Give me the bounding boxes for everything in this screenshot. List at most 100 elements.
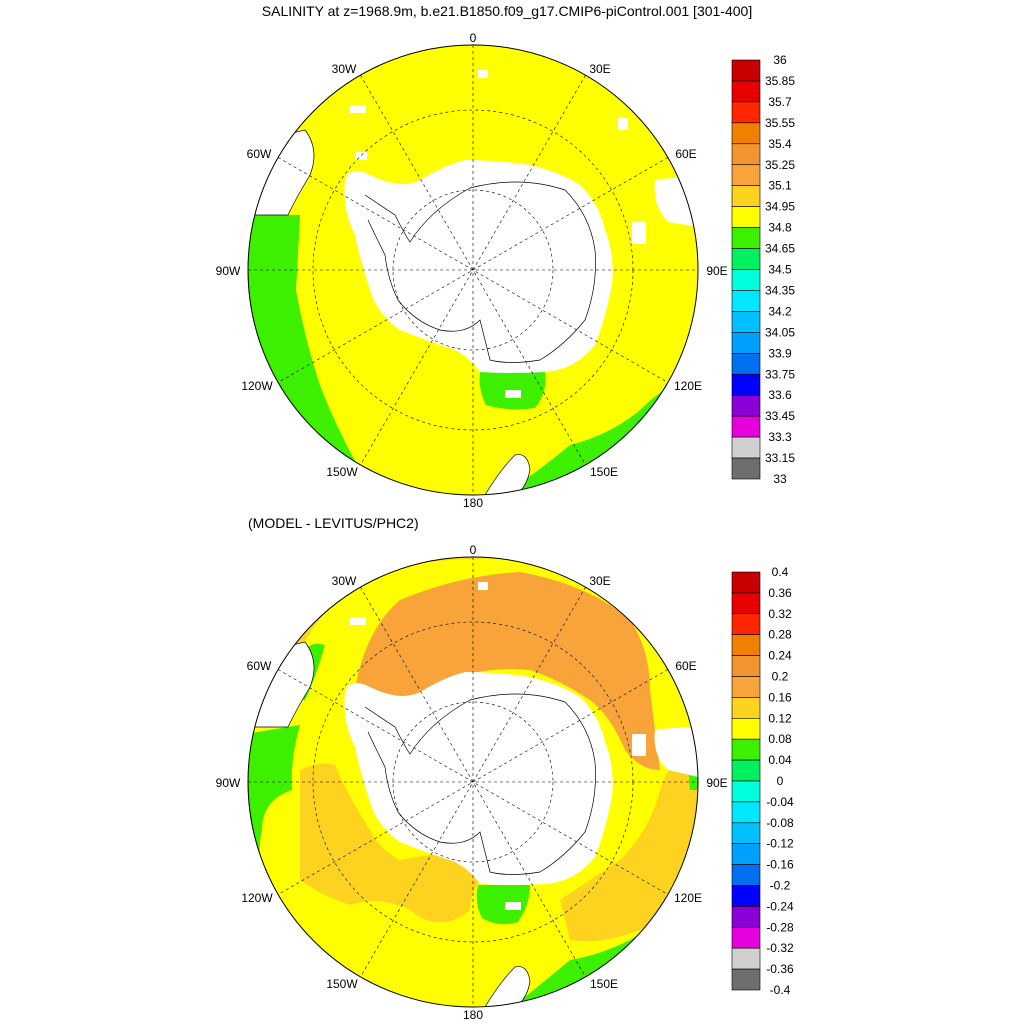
colorbar-label: -0.04 [766, 795, 794, 809]
colorbar-label: 35.55 [765, 116, 795, 130]
colorbar-swatch [731, 885, 761, 907]
lon-label: 150E [590, 465, 618, 479]
antarctica-coast [364, 693, 596, 875]
lon-label: 120E [674, 891, 702, 905]
colorbar-swatch [731, 697, 761, 719]
colorbar-label: 35.4 [768, 137, 792, 151]
colorbar-swatch [731, 373, 761, 396]
lon-label: 60W [247, 147, 272, 161]
lon-label: 30W [332, 62, 357, 76]
colorbar-label: 0.08 [768, 732, 792, 746]
colorbar-swatch [731, 352, 761, 375]
island [478, 582, 488, 590]
graticule [248, 557, 698, 1007]
colorbar-swatch [731, 164, 761, 187]
lon-label: 60E [675, 147, 696, 161]
lon-label: 120W [241, 891, 273, 905]
colorbar-difference: 0.4 0.36 0.32 0.28 0.24 0.2 0.16 0.12 0.08 0.04 0 -… [731, 565, 794, 997]
colorbar-label: 33.3 [768, 430, 792, 444]
colorbar-label: 35.1 [768, 179, 792, 193]
island [350, 617, 366, 625]
colorbar-swatch [731, 738, 761, 761]
map-field [248, 557, 698, 1007]
colorbar-label: 33.15 [765, 451, 795, 465]
colorbar-label: 0.4 [772, 565, 789, 579]
colorbar-swatch [731, 332, 761, 354]
colorbar-label: 33.45 [765, 409, 795, 423]
colorbar-swatch [731, 143, 761, 166]
lon-label: 150W [326, 465, 358, 479]
lon-labels: 0 30E 60E 90E 120E 150E 180 150W 120W 90… [216, 543, 728, 1022]
colorbar-label: -0.32 [766, 941, 794, 955]
lon-labels: 0 30E 60E 90E 120E 150E 180 150W 120W 90… [216, 31, 728, 510]
panel-difference: (MODEL - LEVITUS/PHC2) [216, 515, 794, 1022]
island [478, 70, 488, 78]
colorbar-swatch [731, 415, 761, 438]
colorbar-swatch [731, 926, 761, 949]
field-orange-band [355, 572, 660, 770]
chart-title: SALINITY at z=1968.9m, b.e21.B1850.f09_g… [262, 3, 752, 19]
colorbar-label: 33 [773, 472, 787, 486]
colorbar-swatch [731, 676, 761, 698]
colorbar-label: 0.24 [768, 649, 792, 663]
colorbar-label: -0.24 [766, 899, 794, 913]
colorbar-swatch [731, 436, 761, 459]
map-border [247, 556, 699, 1008]
colorbar-label: 33.6 [768, 388, 792, 402]
colorbar-swatch [731, 248, 761, 270]
colorbar-swatch [731, 394, 761, 417]
colorbar-label: 34.65 [765, 242, 795, 256]
lon-label: 150E [590, 977, 618, 991]
colorbar-label: 0 [777, 774, 784, 788]
colorbar-label: 35.85 [765, 74, 795, 88]
colorbar-label: 0.2 [772, 670, 789, 684]
colorbar-swatch [731, 822, 761, 844]
colorbar-label: -0.36 [766, 962, 794, 976]
lon-label: 120W [241, 379, 273, 393]
graticule [248, 45, 698, 495]
colorbar-label: 0.32 [768, 607, 792, 621]
colorbar-swatch [731, 780, 761, 803]
colorbar-swatch [731, 227, 761, 249]
colorbar-swatch [731, 717, 761, 740]
colorbar-label: 34.95 [765, 200, 795, 214]
colorbar-swatch [731, 634, 761, 656]
lon-label: 0 [470, 543, 477, 557]
colorbar-label: 35.7 [768, 95, 792, 109]
island [505, 902, 521, 910]
colorbar-label: -0.28 [766, 920, 794, 934]
colorbar-label: -0.16 [766, 858, 794, 872]
colorbar-label: 33.9 [768, 346, 792, 360]
coast-south-america [248, 129, 315, 216]
lon-label: 90W [216, 264, 241, 278]
lon-label: 120E [674, 379, 702, 393]
colorbar-label: 0.36 [768, 586, 792, 600]
colorbar-swatch [731, 290, 761, 312]
lon-label: 90W [216, 776, 241, 790]
colorbar-label: -0.2 [770, 879, 791, 893]
colorbar-label: -0.08 [766, 816, 794, 830]
lon-label: 0 [470, 31, 477, 45]
colorbar-swatch [731, 311, 761, 333]
colorbar-swatch [731, 843, 761, 865]
island [505, 390, 521, 398]
colorbar-swatch [731, 80, 761, 103]
island [632, 222, 646, 244]
colorbar-swatch [731, 269, 761, 291]
colorbar-swatch [731, 101, 761, 124]
colorbar-swatch [731, 655, 761, 677]
field-gold-pacific [300, 763, 480, 923]
chart-title: (MODEL - LEVITUS/PHC2) [248, 515, 419, 531]
lon-label: 150W [326, 977, 358, 991]
colorbar-label: 34.35 [765, 283, 795, 297]
map-field [248, 45, 698, 495]
colorbar-swatch [731, 864, 761, 886]
lon-label: 90E [706, 776, 727, 790]
colorbar-swatch [731, 801, 761, 824]
lon-label: 60E [675, 659, 696, 673]
colorbar-swatch [731, 59, 761, 82]
field-green-ross [476, 885, 530, 925]
colorbar-label: 34.2 [768, 304, 792, 318]
colorbar-label: 36 [773, 53, 787, 67]
colorbar-swatch [731, 185, 761, 207]
